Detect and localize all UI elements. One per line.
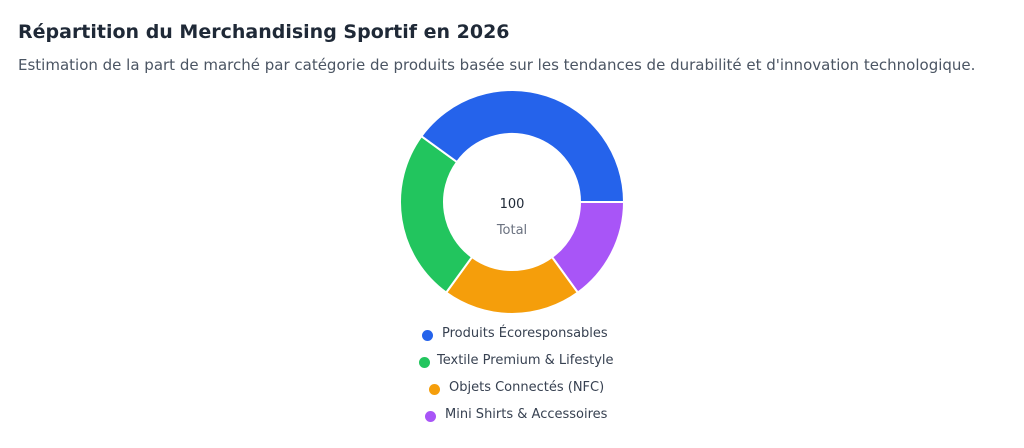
legend-label: Textile Premium & Lifestyle bbox=[437, 353, 614, 368]
slice-produits-ecoresponsables[interactable] bbox=[419, 89, 626, 203]
legend-item-textile-premium[interactable]: Textile Premium & Lifestyle bbox=[419, 350, 660, 377]
chart-legend: Produits Écoresponsables Textile Premium… bbox=[419, 323, 660, 431]
legend-swatch bbox=[425, 411, 436, 422]
chart-subtitle: Estimation de la part de marché par caté… bbox=[18, 56, 976, 74]
legend-label: Mini Shirts & Accessoires bbox=[445, 407, 608, 422]
donut-slices bbox=[399, 89, 626, 315]
legend-item-mini-shirts[interactable]: Mini Shirts & Accessoires bbox=[420, 404, 660, 431]
legend-label: Produits Écoresponsables bbox=[442, 326, 608, 341]
legend-label: Objets Connectés (NFC) bbox=[449, 380, 605, 395]
legend-swatch bbox=[429, 384, 440, 395]
slice-textile-premium[interactable] bbox=[399, 134, 474, 295]
legend-item-produits-ecoresponsables[interactable]: Produits Écoresponsables bbox=[420, 323, 660, 350]
legend-swatch bbox=[422, 330, 433, 341]
center-total-label: Total bbox=[496, 223, 527, 238]
legend-swatch bbox=[419, 357, 430, 368]
center-total-value: 100 bbox=[500, 197, 525, 212]
chart-title: Répartition du Merchandising Sportif en … bbox=[18, 21, 510, 43]
legend-item-objets-connectes[interactable]: Objets Connectés (NFC) bbox=[420, 377, 660, 404]
